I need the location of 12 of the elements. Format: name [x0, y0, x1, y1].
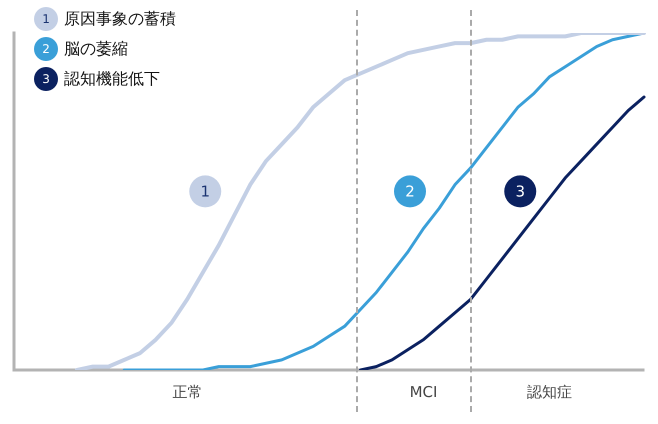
x-tick-label: 正常: [172, 382, 202, 401]
annotation: 3: [515, 182, 526, 200]
annotation: 2: [405, 182, 415, 200]
x-tick-label: MCI: [410, 382, 438, 401]
legend-label: 原因事象の蓄積: [64, 9, 176, 28]
text: 1: [42, 12, 50, 26]
x-tick-label: 認知症: [527, 382, 572, 401]
text: 2: [42, 42, 50, 56]
text: 3: [42, 72, 50, 86]
annotation: 1: [200, 182, 210, 200]
legend-label: 認知機能低下: [64, 69, 160, 88]
legend-label: 脳の萎縮: [64, 39, 128, 58]
